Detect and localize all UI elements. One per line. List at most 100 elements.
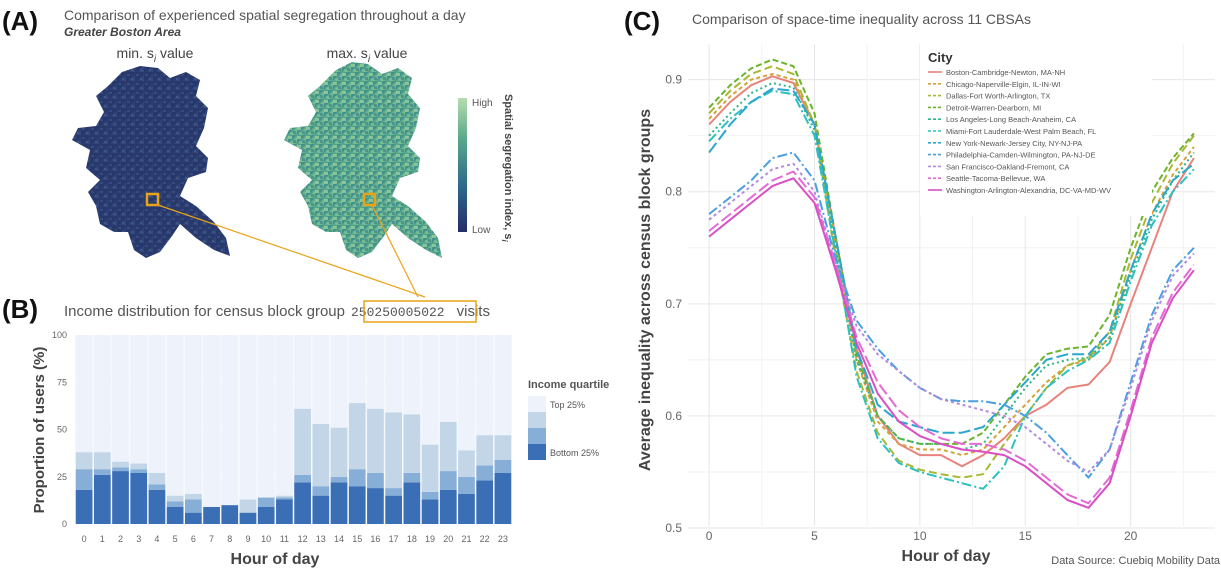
panel-b-x-tick-label: 13 bbox=[316, 534, 326, 544]
bar-segment bbox=[112, 461, 129, 468]
bar-segment bbox=[494, 459, 512, 473]
bar-segment bbox=[312, 335, 330, 424]
bar-segment bbox=[239, 512, 257, 524]
legend-series-label: Philadelphia-Camden-Wilmington, PA-NJ-DE bbox=[946, 151, 1096, 160]
panel-b-x-tick-label: 1 bbox=[100, 534, 105, 544]
colorbar-low-label: Low bbox=[472, 225, 491, 236]
bar-segment bbox=[439, 489, 457, 524]
map-max bbox=[284, 62, 442, 258]
panel-c-title: Comparison of space-time inequality acro… bbox=[692, 11, 1031, 27]
bar-segment bbox=[130, 469, 148, 473]
bar-segment bbox=[385, 412, 402, 489]
map-min bbox=[72, 66, 230, 258]
panel-b-bars bbox=[75, 335, 512, 524]
bar-segment bbox=[203, 506, 220, 524]
panel-b-x-tick-label: 18 bbox=[407, 534, 417, 544]
panel-b-y-tick-label: 25 bbox=[57, 472, 67, 482]
bar-segment bbox=[421, 335, 439, 445]
legend-series-label: Chicago-Naperville-Elgin, IL-IN-WI bbox=[946, 80, 1061, 89]
block-group-id-box bbox=[363, 300, 477, 323]
bar-segment bbox=[348, 335, 366, 404]
series-line bbox=[708, 170, 1195, 505]
series-line bbox=[708, 73, 1195, 457]
bar-segment bbox=[421, 444, 439, 492]
panel-b-x-tick-label: 3 bbox=[136, 534, 141, 544]
bar-segment bbox=[221, 505, 239, 524]
bar-segment bbox=[385, 335, 402, 413]
panel-c-x-ticks: 0 5 10 15 20 bbox=[706, 529, 1138, 543]
panel-b-x-tick-label: 11 bbox=[280, 534, 289, 544]
map-max-label: max. si value bbox=[327, 45, 408, 65]
panel-b-x-tick-label: 8 bbox=[227, 534, 232, 544]
bar-segment bbox=[421, 499, 439, 524]
series-line bbox=[708, 75, 1195, 468]
panel-b-grid bbox=[75, 334, 512, 525]
panel-b-x-tick-label: 19 bbox=[425, 534, 435, 544]
legend-swatch bbox=[528, 444, 546, 460]
panel-c-lines bbox=[708, 58, 1195, 509]
series-line bbox=[708, 58, 1195, 445]
bar-segment bbox=[458, 476, 475, 494]
panel-c-y-tick-label: 0.5 bbox=[665, 521, 682, 535]
series-line bbox=[708, 65, 1195, 479]
bar-segment bbox=[312, 423, 330, 487]
panel-c: (C) Comparison of space-time inequality … bbox=[624, 6, 1221, 567]
panel-b-y-ticks: 0 25 50 75 100 bbox=[52, 330, 67, 529]
series-line bbox=[708, 87, 1195, 434]
legend-swatch bbox=[528, 428, 546, 444]
panel-a: (A) Comparison of experienced spatial se… bbox=[2, 6, 514, 298]
panel-b-x-tick-label: 23 bbox=[498, 534, 508, 544]
bar-segment bbox=[403, 335, 421, 415]
bar-segment bbox=[148, 335, 166, 473]
legend-series-label: Seattle-Tacoma-Bellevue, WA bbox=[946, 174, 1045, 183]
bar-segment bbox=[330, 476, 348, 483]
panel-b-legend: Top 25% Bottom 25% bbox=[528, 396, 599, 460]
panel-b-y-tick-label: 75 bbox=[57, 377, 67, 387]
bar-segment bbox=[312, 495, 330, 524]
bar-segment bbox=[185, 335, 202, 494]
bar-segment bbox=[330, 482, 348, 524]
bar-segment bbox=[458, 493, 475, 524]
bar-segment bbox=[385, 495, 402, 524]
bar-segment bbox=[294, 474, 311, 483]
bar-segment bbox=[276, 499, 293, 524]
panel-b-x-tick-label: 17 bbox=[389, 534, 399, 544]
bar-segment bbox=[348, 469, 366, 487]
bar-segment bbox=[166, 495, 184, 502]
panel-c-legend-title: City bbox=[928, 50, 953, 65]
panel-c-legend-bg bbox=[920, 44, 1152, 216]
bar-segment bbox=[458, 450, 475, 477]
panel-c-letter: (C) bbox=[624, 6, 660, 36]
bar-segment bbox=[476, 335, 494, 436]
panel-b-x-tick-label: 2 bbox=[118, 534, 123, 544]
panel-c-y-ticks: 0.5 0.6 0.7 0.8 0.9 bbox=[665, 73, 682, 535]
panel-b-x-tick-label: 21 bbox=[461, 534, 471, 544]
bar-segment bbox=[367, 408, 384, 473]
series-line bbox=[708, 89, 1195, 490]
panel-b-x-tick-label: 6 bbox=[191, 534, 196, 544]
panel-c-x-tick-label: 10 bbox=[913, 529, 927, 543]
legend-swatch bbox=[528, 412, 546, 428]
panel-c-legend: Boston-Cambridge-Newton, MA-NH Chicago-Na… bbox=[928, 68, 1111, 195]
bar-segment bbox=[75, 452, 93, 470]
panel-c-y-tick-label: 0.6 bbox=[665, 409, 682, 423]
bar-segment bbox=[458, 335, 475, 451]
panel-b-x-tick-label: 9 bbox=[245, 534, 250, 544]
bar-segment bbox=[203, 335, 220, 507]
panel-c-x-tick-label: 5 bbox=[811, 529, 818, 543]
bar-segment bbox=[185, 512, 202, 524]
legend-swatch bbox=[528, 396, 546, 412]
panel-b-x-tick-label: 20 bbox=[443, 534, 453, 544]
bar-segment bbox=[330, 427, 348, 477]
panel-b-x-tick-label: 22 bbox=[480, 534, 490, 544]
legend-label: Bottom 25% bbox=[550, 448, 599, 458]
bar-segment bbox=[476, 435, 494, 466]
panel-b-x-tick-label: 7 bbox=[209, 534, 214, 544]
data-source-note: Data Source: Cuebiq Mobility Data bbox=[1051, 555, 1221, 567]
bar-segment bbox=[257, 497, 275, 507]
panel-c-x-tick-label: 0 bbox=[706, 529, 713, 543]
bar-segment bbox=[239, 335, 257, 500]
bar-segment bbox=[494, 335, 512, 436]
panel-b-x-ticks: 0 1 2 3 4 5 6 7 8 9 10 11 12 13 14 15 16 17 18 19 20 21 22 23 bbox=[82, 534, 508, 544]
